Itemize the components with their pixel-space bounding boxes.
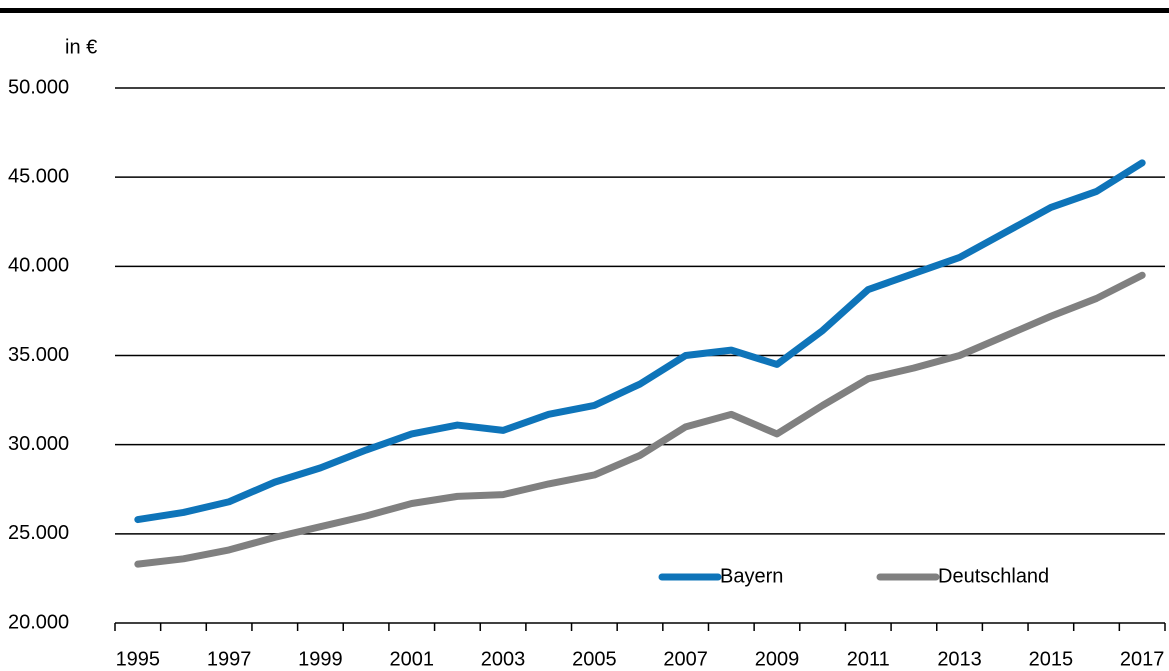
y-tick-label: 30.000 bbox=[8, 433, 69, 455]
y-axis-label: in € bbox=[65, 36, 97, 58]
top-rule bbox=[0, 8, 1169, 13]
x-tick-label: 2001 bbox=[389, 648, 434, 670]
x-tick-label: 2015 bbox=[1029, 648, 1074, 670]
x-tick-label: 2013 bbox=[937, 648, 982, 670]
legend-label: Bayern bbox=[720, 565, 783, 587]
y-tick-label: 35.000 bbox=[8, 344, 69, 366]
x-tick-label: 1995 bbox=[116, 648, 161, 670]
x-tick-label: 2009 bbox=[755, 648, 800, 670]
y-tick-label: 20.000 bbox=[8, 611, 69, 633]
line-series bbox=[134, 159, 1146, 524]
y-tick-label: 25.000 bbox=[8, 522, 69, 544]
x-tick-label: 2005 bbox=[572, 648, 617, 670]
y-tick-label: 50.000 bbox=[8, 76, 69, 98]
y-tick-label: 40.000 bbox=[8, 255, 69, 277]
x-tick-label: 1999 bbox=[298, 648, 343, 670]
x-tick-label: 1997 bbox=[207, 648, 252, 670]
line-series bbox=[134, 271, 1146, 568]
legend-label: Deutschland bbox=[938, 565, 1049, 587]
x-tick-label: 2017 bbox=[1120, 648, 1165, 670]
y-tick-label: 45.000 bbox=[8, 165, 69, 187]
x-tick-label: 2007 bbox=[663, 648, 708, 670]
x-tick-label: 2003 bbox=[481, 648, 526, 670]
x-tick-label: 2011 bbox=[847, 648, 890, 670]
